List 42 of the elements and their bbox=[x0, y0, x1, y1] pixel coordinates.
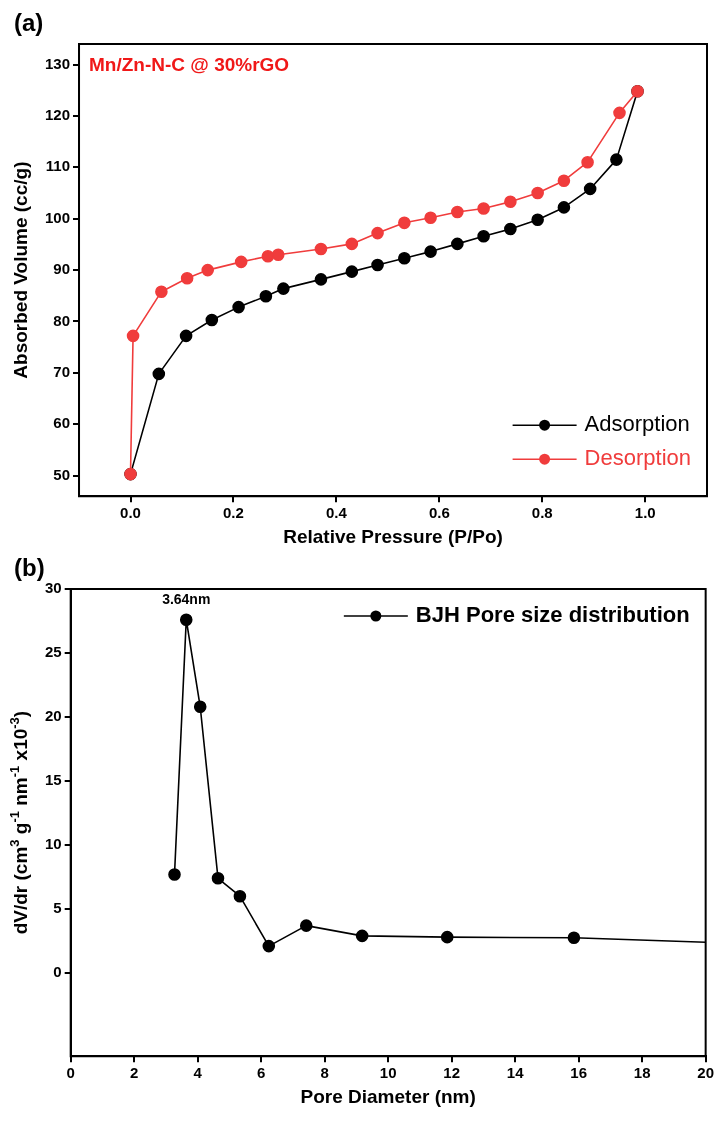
y-tick-label: 10 bbox=[45, 835, 62, 853]
y-tick-label: 100 bbox=[45, 208, 71, 226]
x-tick-label: 0.2 bbox=[223, 504, 244, 522]
y-tick-label: 110 bbox=[45, 157, 71, 175]
annotation: Mn/Zn-N-C @ 30%rGO bbox=[89, 54, 290, 76]
x-tick-label: 12 bbox=[443, 1064, 461, 1082]
y-tick-label: 25 bbox=[45, 643, 62, 661]
x-tick-label: 4 bbox=[193, 1064, 203, 1082]
legend-label: Desorption bbox=[584, 445, 691, 471]
annotation: 3.64nm bbox=[162, 590, 211, 607]
y-tick-label: 120 bbox=[45, 106, 71, 124]
x-axis-title: Pore Diameter (nm) bbox=[300, 1085, 476, 1107]
x-tick-label: 2 bbox=[130, 1064, 139, 1082]
x-tick-label: 6 bbox=[257, 1064, 266, 1082]
x-tick-label: 0.0 bbox=[120, 504, 141, 522]
x-tick-label: 0.6 bbox=[428, 504, 450, 522]
x-tick-label: 14 bbox=[506, 1064, 525, 1082]
chart-title: (a) bbox=[14, 8, 44, 36]
y-tick-label: 20 bbox=[45, 707, 62, 725]
y-tick-label: 80 bbox=[53, 311, 71, 329]
y-tick-label: 60 bbox=[53, 414, 71, 432]
legend-label: BJH Pore size distribution bbox=[415, 602, 690, 628]
y-tick-label: 70 bbox=[53, 363, 71, 381]
x-tick-label: 0.4 bbox=[325, 504, 348, 522]
y-tick-label: 130 bbox=[45, 54, 71, 72]
y-tick-label: 15 bbox=[45, 771, 62, 789]
chart-title: (b) bbox=[14, 553, 45, 581]
y-tick-label: 0 bbox=[53, 963, 62, 981]
x-tick-label: 18 bbox=[633, 1064, 651, 1082]
y-axis-title: Absorbed Volume (cc/g) bbox=[10, 161, 32, 379]
x-axis-title: Relative Pressure (P/Po) bbox=[283, 525, 503, 547]
y-tick-label: 90 bbox=[53, 260, 71, 278]
x-tick-label: 16 bbox=[570, 1064, 588, 1082]
y-tick-label: 30 bbox=[45, 579, 62, 597]
legend-label: Adsorption bbox=[584, 411, 690, 437]
x-tick-label: 1.0 bbox=[634, 504, 656, 522]
y-tick-label: 50 bbox=[53, 465, 71, 483]
y-tick-label: 5 bbox=[53, 899, 62, 917]
x-tick-label: 0.8 bbox=[531, 504, 553, 522]
x-tick-label: 20 bbox=[697, 1064, 714, 1082]
x-tick-label: 10 bbox=[379, 1064, 397, 1082]
x-tick-label: 8 bbox=[320, 1064, 329, 1082]
